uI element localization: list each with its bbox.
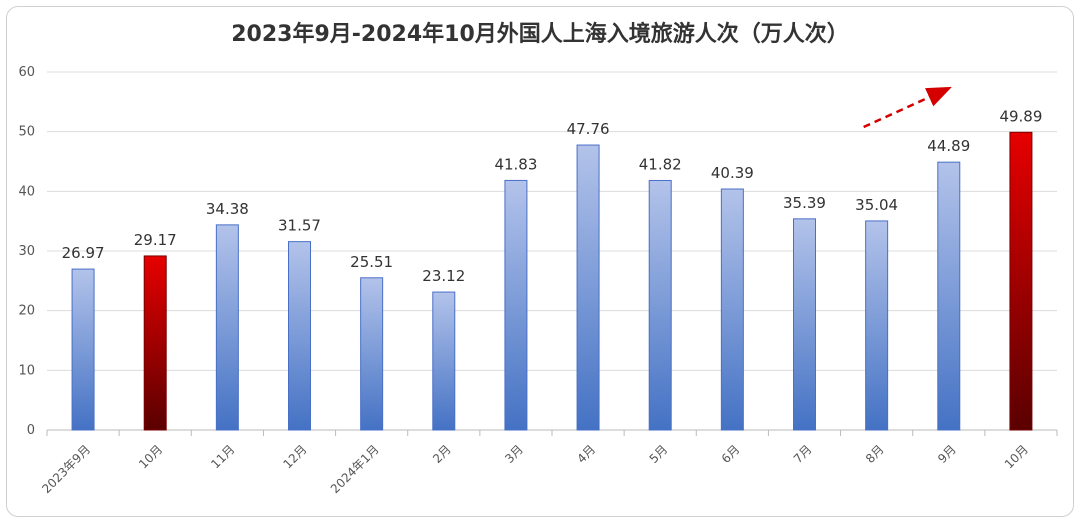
chart-frame bbox=[6, 6, 1074, 517]
x-tick-label: 2023年9月 bbox=[39, 442, 93, 496]
y-tick-label: 50 bbox=[18, 125, 35, 140]
bar bbox=[432, 291, 456, 431]
bar bbox=[865, 220, 889, 431]
grid-layer bbox=[46, 71, 1058, 436]
data-label: 26.97 bbox=[62, 244, 105, 262]
bar bbox=[793, 218, 816, 431]
x-tick-label: 9月 bbox=[935, 442, 959, 466]
bar-highlight bbox=[143, 255, 167, 431]
bar bbox=[576, 144, 600, 431]
bar bbox=[288, 241, 311, 431]
data-label: 47.76 bbox=[567, 120, 610, 138]
data-label: 40.39 bbox=[711, 164, 754, 182]
x-tick-label: 4月 bbox=[574, 442, 598, 466]
data-label: 49.89 bbox=[999, 107, 1042, 125]
labels-layer: 0 10 20 30 40 50 60 26.97 2023年9月 29.17 10月 34.38 11… bbox=[18, 65, 1042, 496]
x-tick-label: 2024年1月 bbox=[328, 442, 382, 496]
x-tick-label: 7月 bbox=[791, 442, 815, 466]
bars-layer bbox=[71, 131, 1033, 431]
data-label: 34.38 bbox=[206, 200, 249, 218]
y-tick-label: 0 bbox=[27, 423, 35, 438]
y-tick-label: 40 bbox=[18, 184, 35, 199]
bar-highlight bbox=[1009, 131, 1033, 431]
data-label: 23.12 bbox=[422, 267, 465, 285]
x-tick-label: 10月 bbox=[1002, 442, 1031, 471]
bar bbox=[71, 268, 95, 431]
data-label: 29.17 bbox=[134, 231, 177, 249]
bar bbox=[215, 224, 239, 431]
y-tick-label: 30 bbox=[18, 244, 35, 259]
chart-title: 2023年9月-2024年10月外国人上海入境旅游人次（万人次） bbox=[231, 22, 849, 47]
x-tick-label: 8月 bbox=[863, 442, 887, 466]
x-tick-label: 3月 bbox=[502, 442, 526, 466]
data-label: 25.51 bbox=[350, 253, 393, 271]
data-label: 31.57 bbox=[278, 217, 321, 235]
x-tick-label: 5月 bbox=[647, 442, 671, 466]
x-tick-label: 12月 bbox=[280, 442, 309, 471]
data-label: 35.39 bbox=[783, 194, 826, 212]
y-tick-label: 60 bbox=[18, 65, 35, 80]
y-tick-label: 20 bbox=[18, 304, 35, 319]
bar bbox=[937, 161, 961, 431]
data-label: 41.82 bbox=[639, 155, 682, 173]
bar bbox=[648, 179, 672, 431]
x-tick-label: 2月 bbox=[430, 442, 454, 466]
data-label: 35.04 bbox=[855, 196, 898, 214]
x-tick-label: 11月 bbox=[208, 442, 237, 471]
trend-arrow bbox=[863, 86, 952, 129]
bar bbox=[504, 179, 528, 431]
y-tick-label: 10 bbox=[18, 363, 35, 378]
x-tick-label: 6月 bbox=[719, 442, 743, 466]
bar bbox=[720, 188, 744, 431]
x-tick-label: 10月 bbox=[136, 442, 165, 471]
data-label: 44.89 bbox=[927, 137, 970, 155]
data-label: 41.83 bbox=[494, 155, 537, 173]
bar bbox=[360, 277, 384, 431]
